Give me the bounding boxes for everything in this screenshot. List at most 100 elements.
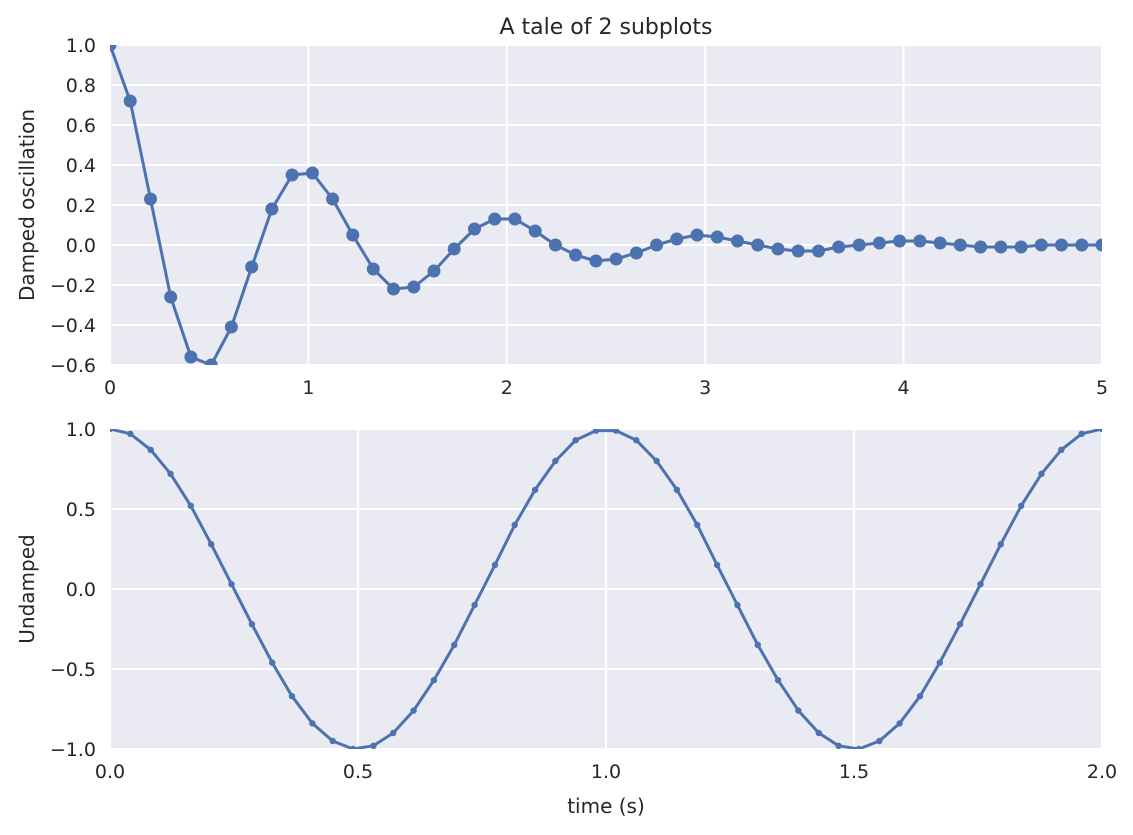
- subplot-2-x-tick-label: 2.0: [1087, 761, 1117, 783]
- subplot-1-data-point: [710, 230, 724, 244]
- subplot-1-data-point: [164, 290, 178, 304]
- subplot-1-y-tick-label: 0.0: [66, 235, 96, 257]
- subplot-1-data-point: [123, 94, 137, 108]
- subplot-2-x-tick-label: 1.0: [591, 761, 621, 783]
- subplot-2-data-point: [127, 430, 134, 437]
- subplot-2-x-tick-label: 0.0: [95, 761, 125, 783]
- subplot-2-data-point: [110, 429, 114, 433]
- subplot-2: 0.0 0.5 1.0 1.5 2.0 −1.0 −0.5 0.0 0.5 1.0 Undamped…: [15, 419, 1117, 818]
- subplot-1-data-point: [387, 282, 400, 296]
- subplot-1-data-point: [852, 238, 866, 252]
- subplot-1-series: [110, 45, 1102, 365]
- subplot-1-x-tick-label: 2: [501, 377, 513, 399]
- subplot-2-data-point: [552, 457, 559, 465]
- subplot-1-data-point: [1055, 238, 1068, 252]
- subplot-2-data-point: [633, 437, 640, 444]
- subplot-1-data-point: [528, 224, 542, 238]
- subplot-1-data-point: [346, 228, 360, 242]
- subplot-2-data-point: [936, 659, 943, 666]
- subplot-1-data-point: [224, 320, 238, 334]
- subplot-2-y-tick-label: 1.0: [66, 419, 96, 441]
- subplot-2-data-point: [471, 601, 478, 609]
- subplot-1-data-point: [245, 260, 259, 274]
- subplot-1-data-point: [548, 238, 562, 252]
- subplot-1-data-point: [913, 234, 927, 248]
- subplot-2-data-point: [876, 737, 883, 745]
- subplot-1: 0 1 2 3 4 5 −0.6 −0.4 −0.2 0.0 0.2 0.4 0.6 0.8 1.0 Damp…: [15, 15, 1108, 399]
- subplot-1-data-point: [366, 262, 380, 276]
- subplot-2-data-point: [572, 437, 579, 444]
- subplot-2-y-tick-label: −0.5: [50, 659, 96, 681]
- subplot-2-data-point: [713, 561, 721, 569]
- subplot-2-y-tick-label: 0.5: [66, 499, 96, 521]
- subplot-1-data-point: [771, 242, 785, 256]
- subplot-1-data-point: [953, 238, 967, 252]
- subplot-2-data-point: [491, 561, 499, 569]
- subplot-1-y-tick-label: 0.2: [66, 195, 96, 217]
- subplot-1-data-point: [508, 212, 522, 226]
- subplot-2-data-point: [329, 737, 336, 745]
- subplot-1-data-point: [751, 238, 765, 252]
- subplot-2-y-axis-label: Undamped: [15, 534, 39, 643]
- subplot-2-x-tick-label: 1.5: [839, 761, 869, 783]
- subplot-2-data-point: [269, 659, 276, 666]
- subplot-1-x-tick-label: 4: [898, 377, 910, 399]
- subplot-1-data-point: [974, 240, 988, 254]
- subplot-2-data-point: [734, 601, 741, 609]
- subplot-1-data-point: [1095, 238, 1102, 252]
- subplot-2-data-point: [997, 541, 1004, 548]
- subplot-1-data-point: [933, 236, 947, 250]
- subplot-1-y-axis-label: Damped oscillation: [15, 109, 39, 301]
- subplot-1-data-point: [326, 192, 340, 206]
- subplot-1-y-tick-label: 1.0: [66, 35, 96, 57]
- subplot-2-data-point: [795, 707, 802, 714]
- subplot-1-y-tick-label: −0.2: [50, 275, 96, 297]
- subplot-2-data-point: [208, 541, 215, 548]
- subplot-1-data-point: [1014, 240, 1028, 254]
- subplot-1-data-point: [285, 168, 299, 182]
- subplot-1-data-point: [1075, 238, 1089, 252]
- subplot-1-data-point: [832, 240, 846, 254]
- subplot-2-data-point: [592, 429, 600, 434]
- subplot-2-data-point: [754, 641, 761, 649]
- subplot-2-data-point: [612, 429, 620, 434]
- subplot-2-data-point: [774, 677, 782, 684]
- subplot-1-title: A tale of 2 subplots: [500, 15, 713, 40]
- subplot-1-data-point: [468, 222, 481, 236]
- subplot-1-data-point: [144, 192, 157, 206]
- subplot-2-data-point: [248, 621, 256, 628]
- subplot-1-x-tick-label: 3: [699, 377, 711, 399]
- subplot-2-data-point: [855, 745, 863, 749]
- subplot-1-y-tick-label: 0.8: [66, 75, 96, 97]
- subplot-2-data-point: [1058, 446, 1065, 453]
- subplot-2-data-point: [977, 581, 984, 588]
- subplot-2-data-point: [430, 677, 438, 684]
- subplot-2-data-point: [309, 720, 316, 727]
- subplot-2-data-point: [390, 729, 397, 737]
- subplot-2-data-point: [1038, 470, 1045, 477]
- subplot-1-data-point: [872, 236, 886, 250]
- subplot-1-data-point: [791, 244, 805, 258]
- subplot-1-data-point: [731, 234, 744, 248]
- subplot-1-data-point: [609, 252, 623, 266]
- subplot-2-data-point: [673, 486, 681, 493]
- subplot-2-data-point: [815, 729, 822, 737]
- subplot-1-data-point: [427, 264, 441, 278]
- subplot-1-data-point: [569, 248, 583, 262]
- subplot-1-data-point: [589, 254, 603, 268]
- subplot-1-data-point: [893, 234, 907, 248]
- subplot-1-data-point: [407, 280, 421, 294]
- subplot-1-data-point: [1034, 238, 1048, 252]
- subplot-2-data-point: [511, 521, 518, 529]
- subplot-2-data-point: [916, 693, 924, 700]
- subplot-2-data-point: [956, 621, 964, 628]
- subplot-2-data-point: [370, 742, 377, 749]
- subplot-2-y-tick-label: −1.0: [50, 739, 96, 761]
- subplot-2-data-point: [147, 446, 154, 453]
- subplot-2-x-tick-label: 0.5: [343, 761, 373, 783]
- subplot-2-series-line: [110, 429, 1102, 749]
- subplot-1-data-point: [184, 350, 198, 364]
- subplot-2-data-point: [451, 641, 458, 649]
